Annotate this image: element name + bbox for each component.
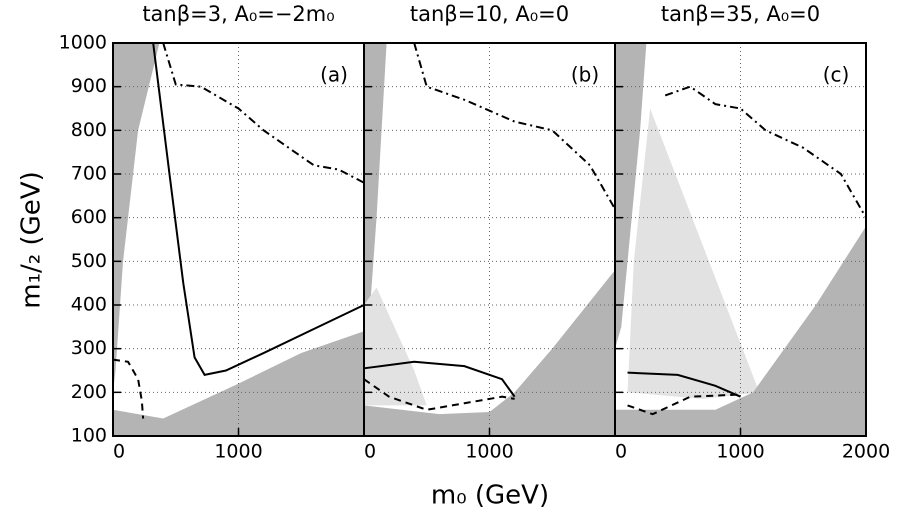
y-tick-label: 800 [71, 119, 107, 141]
y-axis-label: m₁/₂ (GeV) [17, 171, 47, 308]
y-tick-label: 900 [71, 75, 107, 97]
region [113, 43, 160, 393]
curve [363, 360, 516, 398]
panel-frame [614, 42, 867, 437]
panel-title: tanβ=35, A₀=0 [661, 2, 820, 26]
panel-label: (a) [320, 63, 348, 87]
region [364, 287, 427, 406]
panel-title: tanβ=3, A₀=−2m₀ [142, 2, 334, 26]
curve [363, 378, 515, 411]
x-tick-label: 2000 [842, 441, 890, 463]
x-tick-label: 0 [113, 441, 125, 463]
region [615, 43, 647, 349]
curve [162, 42, 365, 184]
x-tick-label: 0 [615, 441, 627, 463]
x-axis-label: m₀ (GeV) [431, 481, 549, 511]
x-tick-label: 0 [364, 441, 376, 463]
y-tick-label: 200 [71, 381, 107, 403]
y-tick-label: 400 [71, 294, 107, 316]
curve [627, 371, 741, 398]
y-tick-label: 700 [71, 163, 107, 185]
x-tick-label: 1000 [465, 441, 513, 463]
panel-label: (c) [823, 63, 850, 87]
x-tick-label: 1000 [716, 441, 764, 463]
region [364, 270, 615, 436]
x-tick-label: 1000 [214, 441, 262, 463]
panel-title: tanβ=10, A₀=0 [410, 2, 569, 26]
curve [664, 85, 867, 219]
y-tick-label: 100 [71, 425, 107, 447]
y-tick-label: 600 [71, 206, 107, 228]
curve [112, 358, 145, 419]
region [615, 226, 866, 436]
y-tick-label: 1000 [59, 32, 107, 54]
curve [152, 42, 365, 376]
y-tick-label: 300 [71, 337, 107, 359]
y-tick-label: 500 [71, 250, 107, 272]
region [364, 43, 387, 314]
region [627, 108, 760, 399]
panel-label: (b) [571, 63, 599, 87]
curve [627, 393, 741, 416]
